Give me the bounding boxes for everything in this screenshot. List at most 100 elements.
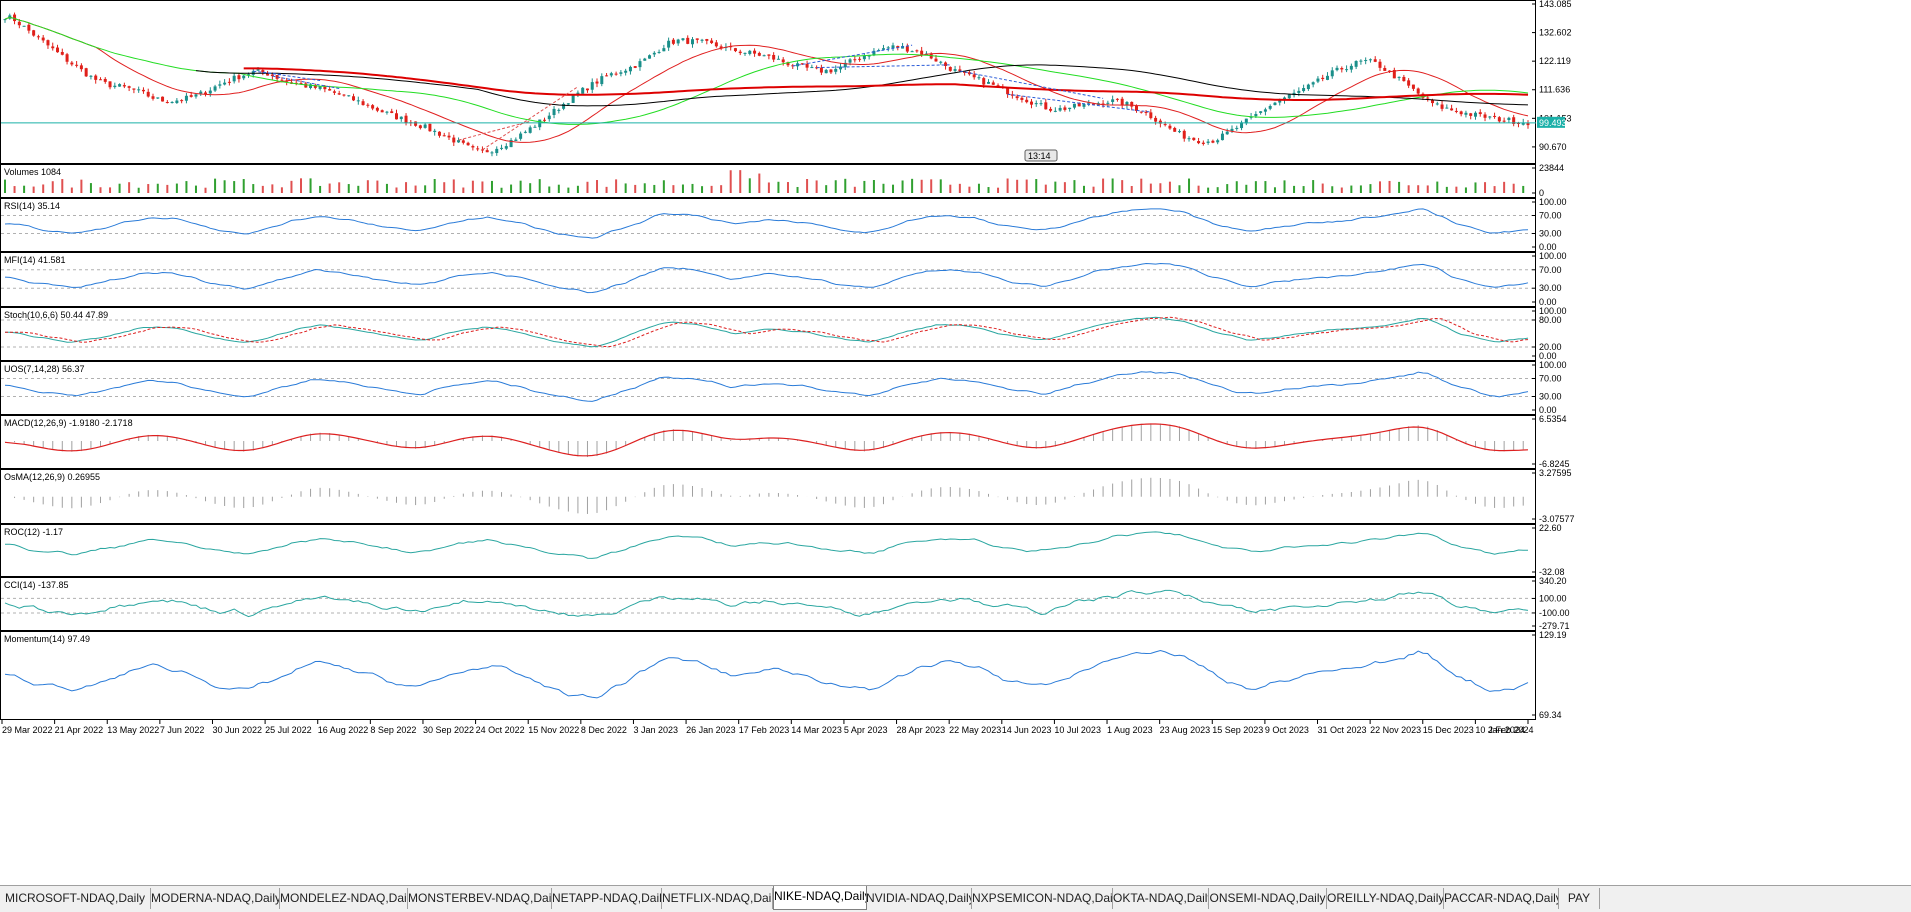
candle[interactable] bbox=[1440, 104, 1444, 109]
candle[interactable] bbox=[552, 108, 556, 116]
candle[interactable] bbox=[428, 123, 432, 132]
candle[interactable] bbox=[151, 96, 155, 99]
candle[interactable] bbox=[41, 37, 45, 41]
volumes-panel[interactable]: Volumes 1084 23844 0 bbox=[0, 163, 1565, 198]
candle[interactable] bbox=[1206, 141, 1210, 143]
candle[interactable] bbox=[1330, 70, 1334, 77]
candle[interactable] bbox=[738, 51, 742, 54]
candle[interactable] bbox=[471, 146, 475, 148]
candle[interactable] bbox=[495, 148, 499, 154]
candle[interactable] bbox=[504, 146, 508, 149]
symbol-tab[interactable]: MONDELEZ-NDAQ,Daily bbox=[280, 888, 408, 909]
candle[interactable] bbox=[94, 75, 98, 80]
candle[interactable] bbox=[1426, 97, 1430, 99]
candle[interactable] bbox=[982, 78, 986, 85]
roc-panel[interactable]: ROC(12) -1.17 22.60 -32.08 bbox=[0, 523, 1565, 577]
candle[interactable] bbox=[690, 39, 694, 45]
candle[interactable] bbox=[1010, 94, 1014, 96]
candle[interactable] bbox=[1087, 102, 1091, 104]
candle[interactable] bbox=[624, 70, 628, 73]
candle[interactable] bbox=[199, 91, 203, 94]
candle[interactable] bbox=[127, 86, 131, 88]
candle[interactable] bbox=[1158, 120, 1162, 124]
candle[interactable] bbox=[65, 54, 69, 62]
candle[interactable] bbox=[996, 85, 1000, 87]
symbol-tab[interactable]: ONSEMI-NDAQ,Daily bbox=[1209, 888, 1327, 909]
candle[interactable] bbox=[299, 83, 303, 85]
candle[interactable] bbox=[905, 46, 909, 52]
candle[interactable] bbox=[829, 69, 833, 73]
candle[interactable] bbox=[881, 48, 885, 50]
candle[interactable] bbox=[480, 149, 484, 151]
candle[interactable] bbox=[1268, 106, 1272, 109]
candle[interactable] bbox=[1125, 102, 1129, 106]
candle[interactable] bbox=[1111, 99, 1115, 102]
candle[interactable] bbox=[614, 73, 618, 75]
candle[interactable] bbox=[476, 148, 480, 150]
candle[interactable] bbox=[1216, 140, 1220, 143]
symbol-tab[interactable]: NVIDIA-NDAQ,Daily bbox=[866, 888, 972, 909]
candle[interactable] bbox=[304, 83, 308, 88]
candle[interactable] bbox=[944, 62, 948, 66]
candle[interactable] bbox=[767, 54, 771, 56]
candle[interactable] bbox=[743, 52, 747, 54]
candle[interactable] bbox=[442, 135, 446, 137]
candle[interactable] bbox=[858, 58, 862, 60]
candle[interactable] bbox=[824, 69, 828, 74]
candle[interactable] bbox=[972, 74, 976, 78]
candle[interactable] bbox=[1431, 99, 1435, 104]
candle[interactable] bbox=[862, 55, 866, 60]
candle[interactable] bbox=[991, 82, 995, 85]
candle[interactable] bbox=[1197, 141, 1201, 144]
candle[interactable] bbox=[1130, 101, 1134, 107]
candle[interactable] bbox=[285, 81, 289, 83]
candle[interactable] bbox=[1316, 78, 1320, 82]
candle[interactable] bbox=[13, 14, 17, 22]
candle[interactable] bbox=[1354, 61, 1358, 67]
candle[interactable] bbox=[218, 84, 222, 86]
candle[interactable] bbox=[36, 36, 40, 38]
candle[interactable] bbox=[75, 64, 79, 66]
candle[interactable] bbox=[1106, 102, 1110, 104]
candle[interactable] bbox=[1154, 117, 1158, 122]
candle[interactable] bbox=[500, 147, 504, 149]
candle[interactable] bbox=[1049, 108, 1053, 111]
candle[interactable] bbox=[227, 81, 231, 83]
candle[interactable] bbox=[275, 75, 279, 79]
candle[interactable] bbox=[1039, 103, 1043, 105]
macd-panel[interactable]: MACD(12,26,9) -1.9180 -2.1718 6.5354 -6.82… bbox=[0, 414, 1570, 469]
candle[interactable] bbox=[1445, 107, 1449, 109]
cci-panel[interactable]: CCI(14) -137.85 340.20 100.00 -100.00 -279.7… bbox=[0, 576, 1570, 631]
symbol-tab[interactable]: MODERNA-NDAQ,Daily bbox=[151, 888, 280, 909]
candle[interactable] bbox=[1063, 107, 1067, 110]
candle[interactable] bbox=[576, 92, 580, 95]
candle[interactable] bbox=[1168, 125, 1172, 129]
candle[interactable] bbox=[161, 96, 165, 102]
candle[interactable] bbox=[667, 40, 671, 48]
candle[interactable] bbox=[270, 74, 274, 77]
candle[interactable] bbox=[528, 127, 532, 133]
candle[interactable] bbox=[485, 150, 489, 153]
candle[interactable] bbox=[514, 139, 518, 142]
candle[interactable] bbox=[958, 69, 962, 72]
candle[interactable] bbox=[1364, 60, 1368, 62]
candle[interactable] bbox=[84, 68, 88, 77]
candle[interactable] bbox=[1483, 114, 1487, 118]
candle[interactable] bbox=[380, 110, 384, 113]
candle[interactable] bbox=[762, 55, 766, 57]
candle[interactable] bbox=[3, 19, 7, 21]
candle[interactable] bbox=[600, 76, 604, 85]
candle[interactable] bbox=[676, 39, 680, 44]
candle[interactable] bbox=[705, 39, 709, 41]
candle[interactable] bbox=[910, 51, 914, 53]
candle[interactable] bbox=[934, 58, 938, 62]
candle[interactable] bbox=[352, 96, 356, 101]
candle[interactable] bbox=[753, 50, 757, 54]
candle[interactable] bbox=[1297, 90, 1301, 93]
candle[interactable] bbox=[1201, 142, 1205, 144]
candle[interactable] bbox=[948, 66, 952, 71]
candle[interactable] bbox=[547, 115, 551, 120]
candle[interactable] bbox=[17, 21, 21, 26]
candle[interactable] bbox=[418, 125, 422, 129]
candle[interactable] bbox=[56, 47, 60, 53]
